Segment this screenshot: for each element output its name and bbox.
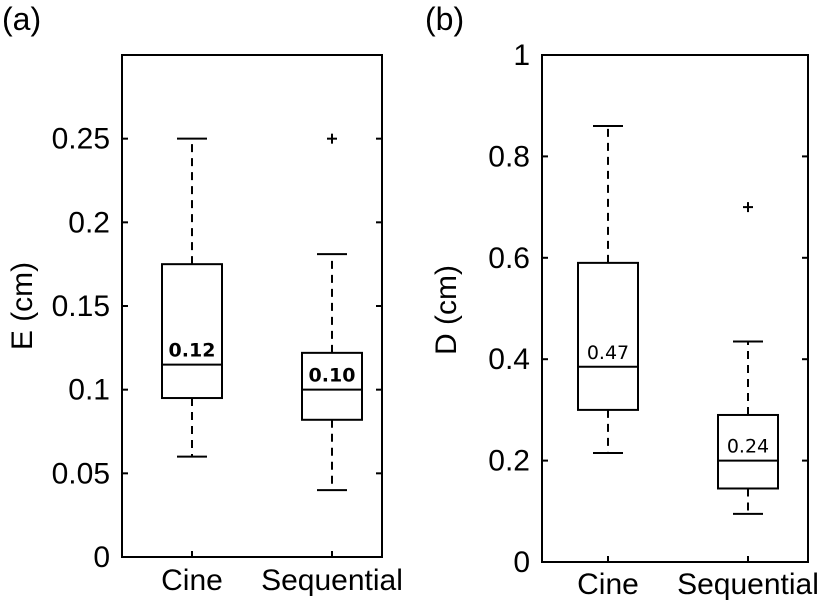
y-tick-label: 0 [513, 546, 530, 579]
plot-frame [541, 54, 809, 563]
y-tick-label: 0.1 [68, 374, 110, 407]
y-tick-label: 0.8 [488, 140, 530, 173]
box-annotation: 0.24 [727, 436, 769, 458]
category-label: Cine [577, 568, 639, 601]
iqr-box [161, 263, 223, 400]
category-label: Sequential [261, 564, 403, 597]
y-tick-label: 0.25 [52, 123, 110, 156]
category-label: Sequential [677, 568, 819, 601]
y-tick-label: 0.15 [52, 290, 110, 323]
y-axis-title: E (cm) [6, 262, 39, 350]
panel-a-chart: (a) 0 0.05 0.1 0.15 0.2 0.25 E (cm) Cine Sequenti… [2, 1, 403, 597]
iqr-box [717, 413, 779, 490]
box-cine: 0.12 [161, 137, 223, 458]
box-sequential: 0.24 [717, 202, 779, 515]
iqr-box [577, 261, 639, 411]
y-tick-label: 0.05 [52, 457, 110, 490]
y-tick-label: 0.2 [68, 206, 110, 239]
box-annotation: 0.47 [587, 342, 629, 364]
y-tick-label: 0 [93, 541, 110, 574]
iqr-box [301, 351, 363, 421]
y-axis-title: D (cm) [430, 265, 463, 355]
box-annotation: 0.10 [309, 365, 356, 387]
category-label: Cine [161, 564, 223, 597]
box-annotation: 0.12 [169, 340, 216, 362]
y-tick-label: 0.2 [488, 445, 530, 478]
panel-b-chart: (b) 0 0.2 0.4 0.6 0.8 1 D (cm) Cine Sequential 0.4… [425, 1, 819, 601]
box-sequential: 0.10 [301, 133, 363, 492]
panel-label: (a) [2, 1, 41, 37]
y-tick-label: 1 [513, 39, 530, 72]
y-tick-label: 0.6 [488, 242, 530, 275]
y-tick-label: 0.4 [488, 343, 530, 376]
box-cine: 0.47 [577, 124, 639, 454]
panel-label: (b) [425, 1, 464, 37]
